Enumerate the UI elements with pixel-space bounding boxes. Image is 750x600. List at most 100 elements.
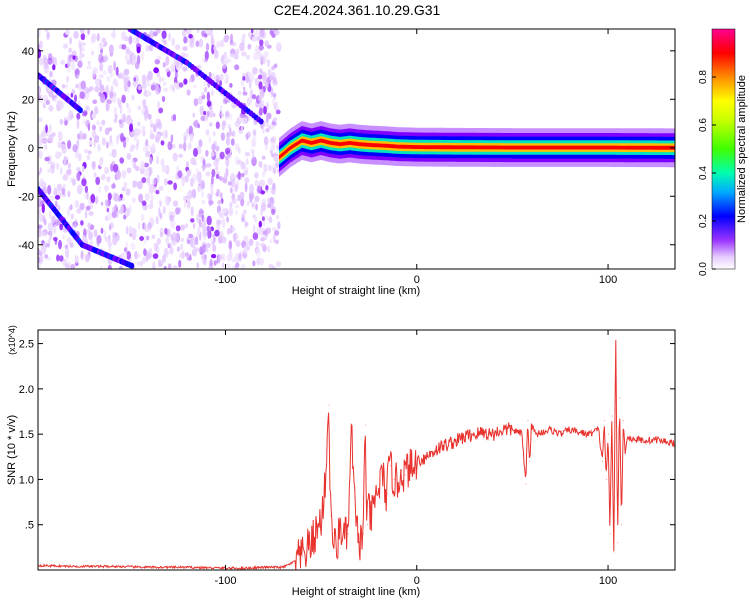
- heatmap-noise-cell: [185, 161, 190, 168]
- heatmap-noise-cell: [191, 188, 197, 199]
- heatmap-noise-cell: [226, 228, 231, 235]
- heatmap-noise-cell: [219, 151, 225, 160]
- heatmap-noise-cell: [74, 255, 79, 264]
- heatmap-noise-cell: [53, 97, 57, 102]
- heatmap-noise-cell: [49, 70, 53, 78]
- heatmap-noise-cell: [74, 94, 77, 103]
- heatmap-y-axis-label: Frequency (Hz): [6, 111, 18, 187]
- heatmap-noise-cell: [93, 172, 97, 178]
- heatmap-noise-cell: [132, 36, 137, 44]
- heatmap-noise-cell: [110, 72, 114, 79]
- heatmap-noise-cell: [47, 57, 53, 65]
- snr-x-ticks: -100 0 100: [214, 330, 617, 587]
- heatmap-noise-cell: [66, 236, 72, 245]
- heatmap-noise-cell: [229, 187, 233, 194]
- heatmap-noise-cell: [47, 238, 51, 245]
- heatmap-noise-cell: [158, 185, 164, 191]
- heatmap-noise-cell: [98, 186, 102, 194]
- heatmap-noise-cell: [96, 238, 100, 247]
- heatmap-noise-cell: [206, 215, 212, 226]
- heatmap-noise-cell: [140, 260, 143, 267]
- heatmap-noise-cell: [267, 245, 271, 253]
- heatmap-noise-cell: [137, 85, 143, 91]
- heatmap-noise-cell: [81, 53, 85, 58]
- heatmap-noise-cell: [44, 254, 49, 259]
- heatmap-noise-cell: [161, 95, 166, 103]
- heatmap-noise-cell: [143, 162, 150, 168]
- heatmap-noise-cell: [142, 145, 149, 153]
- heatmap-noise-cell: [121, 44, 127, 50]
- heatmap-noise-cell: [137, 180, 143, 190]
- heatmap-noise-cell: [245, 167, 249, 172]
- heatmap-noise-cell: [183, 141, 187, 152]
- heatmap-noise-cell: [151, 234, 156, 240]
- heatmap-noise-cell: [188, 34, 193, 39]
- heatmap-noise-cell: [267, 203, 271, 208]
- heatmap-noise-cell: [235, 239, 241, 248]
- heatmap-noise-cell: [108, 224, 112, 231]
- heatmap-x-tick-label: 0: [414, 274, 420, 286]
- heatmap-noise-cell: [226, 216, 229, 223]
- heatmap-noise-cell: [144, 193, 150, 201]
- heatmap-noise-cell: [190, 206, 194, 217]
- heatmap-noise-cell: [144, 113, 148, 122]
- heatmap-noise-cell: [218, 210, 222, 219]
- heatmap-noise-cell: [75, 84, 79, 89]
- heatmap-noise-cell: [193, 161, 198, 166]
- heatmap-y-ticks: -40 -20 0 20 40: [18, 46, 675, 252]
- heatmap-noise-cell: [52, 64, 56, 71]
- heatmap-noise-cell: [260, 100, 265, 109]
- heatmap-noise-cell: [196, 247, 199, 252]
- heatmap-noise-cell: [228, 206, 234, 216]
- heatmap-noise-cell: [94, 85, 100, 93]
- heatmap-noise-cell: [156, 238, 161, 245]
- heatmap-noise-cell: [206, 163, 212, 168]
- heatmap-noise-cell: [79, 202, 85, 211]
- heatmap-noise-cell: [239, 191, 245, 200]
- heatmap-noise-cell: [277, 221, 281, 230]
- heatmap-noise-cell: [261, 155, 266, 160]
- heatmap-noise-cell: [201, 91, 204, 97]
- heatmap-noise-cell: [244, 152, 251, 157]
- heatmap-noise-cell: [69, 204, 73, 211]
- heatmap-noise-cell: [53, 187, 58, 196]
- heatmap-noise-cell: [58, 100, 64, 110]
- heatmap-trace-band: [279, 138, 675, 160]
- heatmap-noise-cell: [213, 160, 219, 167]
- heatmap-noise-cell: [53, 236, 58, 242]
- heatmap-noise-cell: [233, 52, 238, 59]
- heatmap-noise-cell: [104, 199, 109, 207]
- heatmap-noise-cell: [208, 200, 214, 205]
- heatmap-noise-cell: [167, 228, 171, 238]
- heatmap-noise-cell: [165, 129, 168, 139]
- heatmap-noise-cell: [223, 172, 227, 179]
- heatmap-noise-cell: [144, 88, 147, 97]
- heatmap-noise-cell: [77, 60, 83, 68]
- heatmap-noise-cell: [180, 243, 184, 251]
- heatmap-noise-cell: [149, 119, 153, 125]
- heatmap-noise-cell: [174, 82, 178, 87]
- heatmap-noise-cell: [254, 179, 259, 187]
- heatmap-noise-cell: [218, 176, 223, 181]
- heatmap-noise-cell: [163, 39, 167, 46]
- heatmap-noise-cell: [264, 81, 269, 89]
- heatmap-noise-cell: [88, 139, 93, 146]
- heatmap-noise-cell: [200, 189, 204, 199]
- heatmap-noise-cell: [121, 196, 125, 202]
- heatmap-noise-cell: [156, 174, 160, 183]
- heatmap-x-tick-label: 100: [599, 274, 617, 286]
- heatmap-noise-cell: [38, 262, 41, 269]
- heatmap-y-tick-label: 0: [28, 143, 34, 155]
- heatmap-noise-cell: [177, 170, 183, 179]
- heatmap-noise-cell: [217, 253, 221, 264]
- heatmap-noise-cell: [172, 114, 177, 122]
- heatmap-noise-cell: [170, 114, 174, 123]
- heatmap-noise-cell: [231, 197, 237, 205]
- heatmap-noise-cell: [158, 207, 161, 217]
- heatmap-noise-cell: [80, 220, 84, 226]
- heatmap-noise-cell: [61, 84, 66, 89]
- heatmap-noise-cell: [274, 154, 279, 164]
- heatmap-noise-cell: [203, 231, 206, 241]
- heatmap-noise-cell: [122, 140, 127, 148]
- heatmap-noise-cell: [228, 127, 232, 137]
